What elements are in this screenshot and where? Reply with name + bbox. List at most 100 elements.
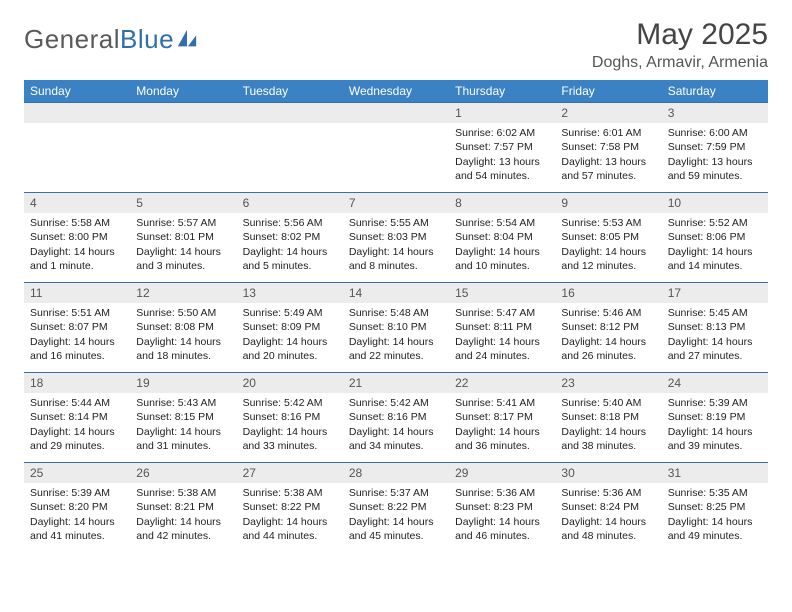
calendar-day-cell: 27Sunrise: 5:38 AMSunset: 8:22 PMDayligh…: [237, 463, 343, 553]
daylight-line: Daylight: 14 hours and 18 minutes.: [136, 335, 230, 363]
sunset-line: Sunset: 8:16 PM: [243, 410, 337, 424]
day-number: 27: [237, 463, 343, 483]
day-body: Sunrise: 5:56 AMSunset: 8:02 PMDaylight:…: [237, 213, 343, 277]
calendar-day-cell: 14Sunrise: 5:48 AMSunset: 8:10 PMDayligh…: [343, 283, 449, 373]
sunrise-line: Sunrise: 5:50 AM: [136, 306, 230, 320]
daylight-line: Daylight: 14 hours and 41 minutes.: [30, 515, 124, 543]
calendar-day-cell: [343, 103, 449, 193]
daylight-line: Daylight: 14 hours and 22 minutes.: [349, 335, 443, 363]
sunrise-line: Sunrise: 6:01 AM: [561, 126, 655, 140]
day-body: Sunrise: 5:42 AMSunset: 8:16 PMDaylight:…: [237, 393, 343, 457]
sunrise-line: Sunrise: 5:46 AM: [561, 306, 655, 320]
day-number-empty: [130, 103, 236, 123]
day-number-empty: [343, 103, 449, 123]
calendar-day-cell: 18Sunrise: 5:44 AMSunset: 8:14 PMDayligh…: [24, 373, 130, 463]
day-number: 8: [449, 193, 555, 213]
day-number: 15: [449, 283, 555, 303]
calendar-week-row: 1Sunrise: 6:02 AMSunset: 7:57 PMDaylight…: [24, 103, 768, 193]
day-number: 12: [130, 283, 236, 303]
sunrise-line: Sunrise: 5:39 AM: [30, 486, 124, 500]
sunset-line: Sunset: 8:10 PM: [349, 320, 443, 334]
daylight-line: Daylight: 14 hours and 42 minutes.: [136, 515, 230, 543]
sunset-line: Sunset: 8:14 PM: [30, 410, 124, 424]
calendar-day-cell: [237, 103, 343, 193]
calendar-day-cell: 30Sunrise: 5:36 AMSunset: 8:24 PMDayligh…: [555, 463, 661, 553]
sunrise-line: Sunrise: 5:53 AM: [561, 216, 655, 230]
daylight-line: Daylight: 14 hours and 26 minutes.: [561, 335, 655, 363]
day-body: Sunrise: 5:43 AMSunset: 8:15 PMDaylight:…: [130, 393, 236, 457]
day-body: Sunrise: 6:01 AMSunset: 7:58 PMDaylight:…: [555, 123, 661, 187]
day-body: Sunrise: 5:41 AMSunset: 8:17 PMDaylight:…: [449, 393, 555, 457]
calendar-day-cell: 2Sunrise: 6:01 AMSunset: 7:58 PMDaylight…: [555, 103, 661, 193]
weekday-header: Saturday: [662, 80, 768, 103]
sunrise-line: Sunrise: 5:38 AM: [243, 486, 337, 500]
weekday-header-row: Sunday Monday Tuesday Wednesday Thursday…: [24, 80, 768, 103]
calendar-day-cell: [24, 103, 130, 193]
sunset-line: Sunset: 8:04 PM: [455, 230, 549, 244]
calendar-table: Sunday Monday Tuesday Wednesday Thursday…: [24, 80, 768, 553]
calendar-day-cell: 8Sunrise: 5:54 AMSunset: 8:04 PMDaylight…: [449, 193, 555, 283]
day-body: Sunrise: 5:53 AMSunset: 8:05 PMDaylight:…: [555, 213, 661, 277]
weekday-header: Thursday: [449, 80, 555, 103]
calendar-week-row: 11Sunrise: 5:51 AMSunset: 8:07 PMDayligh…: [24, 283, 768, 373]
calendar-day-cell: 4Sunrise: 5:58 AMSunset: 8:00 PMDaylight…: [24, 193, 130, 283]
daylight-line: Daylight: 14 hours and 45 minutes.: [349, 515, 443, 543]
weekday-header: Wednesday: [343, 80, 449, 103]
logo-text-blue: Blue: [120, 24, 174, 54]
calendar-day-cell: 7Sunrise: 5:55 AMSunset: 8:03 PMDaylight…: [343, 193, 449, 283]
sunrise-line: Sunrise: 5:41 AM: [455, 396, 549, 410]
daylight-line: Daylight: 14 hours and 5 minutes.: [243, 245, 337, 273]
calendar-day-cell: 23Sunrise: 5:40 AMSunset: 8:18 PMDayligh…: [555, 373, 661, 463]
daylight-line: Daylight: 13 hours and 54 minutes.: [455, 155, 549, 183]
daylight-line: Daylight: 14 hours and 38 minutes.: [561, 425, 655, 453]
day-number: 5: [130, 193, 236, 213]
daylight-line: Daylight: 14 hours and 34 minutes.: [349, 425, 443, 453]
daylight-line: Daylight: 14 hours and 48 minutes.: [561, 515, 655, 543]
day-body: Sunrise: 5:42 AMSunset: 8:16 PMDaylight:…: [343, 393, 449, 457]
logo: GeneralBlue: [24, 18, 198, 55]
sunrise-line: Sunrise: 5:35 AM: [668, 486, 762, 500]
day-number: 21: [343, 373, 449, 393]
day-body: Sunrise: 5:50 AMSunset: 8:08 PMDaylight:…: [130, 303, 236, 367]
title-block: May 2025 Doghs, Armavir, Armenia: [592, 18, 768, 72]
calendar-day-cell: 17Sunrise: 5:45 AMSunset: 8:13 PMDayligh…: [662, 283, 768, 373]
header: GeneralBlue May 2025 Doghs, Armavir, Arm…: [24, 18, 768, 72]
daylight-line: Daylight: 14 hours and 27 minutes.: [668, 335, 762, 363]
day-number: 30: [555, 463, 661, 483]
daylight-line: Daylight: 14 hours and 39 minutes.: [668, 425, 762, 453]
daylight-line: Daylight: 14 hours and 20 minutes.: [243, 335, 337, 363]
sunrise-line: Sunrise: 5:38 AM: [136, 486, 230, 500]
day-number: 16: [555, 283, 661, 303]
sunset-line: Sunset: 8:15 PM: [136, 410, 230, 424]
sunset-line: Sunset: 8:21 PM: [136, 500, 230, 514]
page-title: May 2025: [592, 18, 768, 52]
sunset-line: Sunset: 8:18 PM: [561, 410, 655, 424]
sunrise-line: Sunrise: 5:36 AM: [455, 486, 549, 500]
sunset-line: Sunset: 8:23 PM: [455, 500, 549, 514]
day-number: 1: [449, 103, 555, 123]
sunset-line: Sunset: 8:05 PM: [561, 230, 655, 244]
calendar-day-cell: 12Sunrise: 5:50 AMSunset: 8:08 PMDayligh…: [130, 283, 236, 373]
sunset-line: Sunset: 8:03 PM: [349, 230, 443, 244]
day-body: Sunrise: 5:49 AMSunset: 8:09 PMDaylight:…: [237, 303, 343, 367]
calendar-day-cell: 21Sunrise: 5:42 AMSunset: 8:16 PMDayligh…: [343, 373, 449, 463]
sunset-line: Sunset: 8:22 PM: [349, 500, 443, 514]
day-body: Sunrise: 5:35 AMSunset: 8:25 PMDaylight:…: [662, 483, 768, 547]
sunset-line: Sunset: 8:00 PM: [30, 230, 124, 244]
day-number: 20: [237, 373, 343, 393]
calendar-week-row: 25Sunrise: 5:39 AMSunset: 8:20 PMDayligh…: [24, 463, 768, 553]
weekday-header: Friday: [555, 80, 661, 103]
calendar-day-cell: 16Sunrise: 5:46 AMSunset: 8:12 PMDayligh…: [555, 283, 661, 373]
day-number: 2: [555, 103, 661, 123]
daylight-line: Daylight: 14 hours and 36 minutes.: [455, 425, 549, 453]
daylight-line: Daylight: 14 hours and 3 minutes.: [136, 245, 230, 273]
location-subtitle: Doghs, Armavir, Armenia: [592, 54, 768, 72]
daylight-line: Daylight: 14 hours and 31 minutes.: [136, 425, 230, 453]
sunset-line: Sunset: 8:08 PM: [136, 320, 230, 334]
sunset-line: Sunset: 8:24 PM: [561, 500, 655, 514]
day-body: Sunrise: 5:36 AMSunset: 8:23 PMDaylight:…: [449, 483, 555, 547]
calendar-day-cell: 24Sunrise: 5:39 AMSunset: 8:19 PMDayligh…: [662, 373, 768, 463]
logo-text-gray: General: [24, 24, 120, 54]
calendar-day-cell: 11Sunrise: 5:51 AMSunset: 8:07 PMDayligh…: [24, 283, 130, 373]
daylight-line: Daylight: 14 hours and 8 minutes.: [349, 245, 443, 273]
